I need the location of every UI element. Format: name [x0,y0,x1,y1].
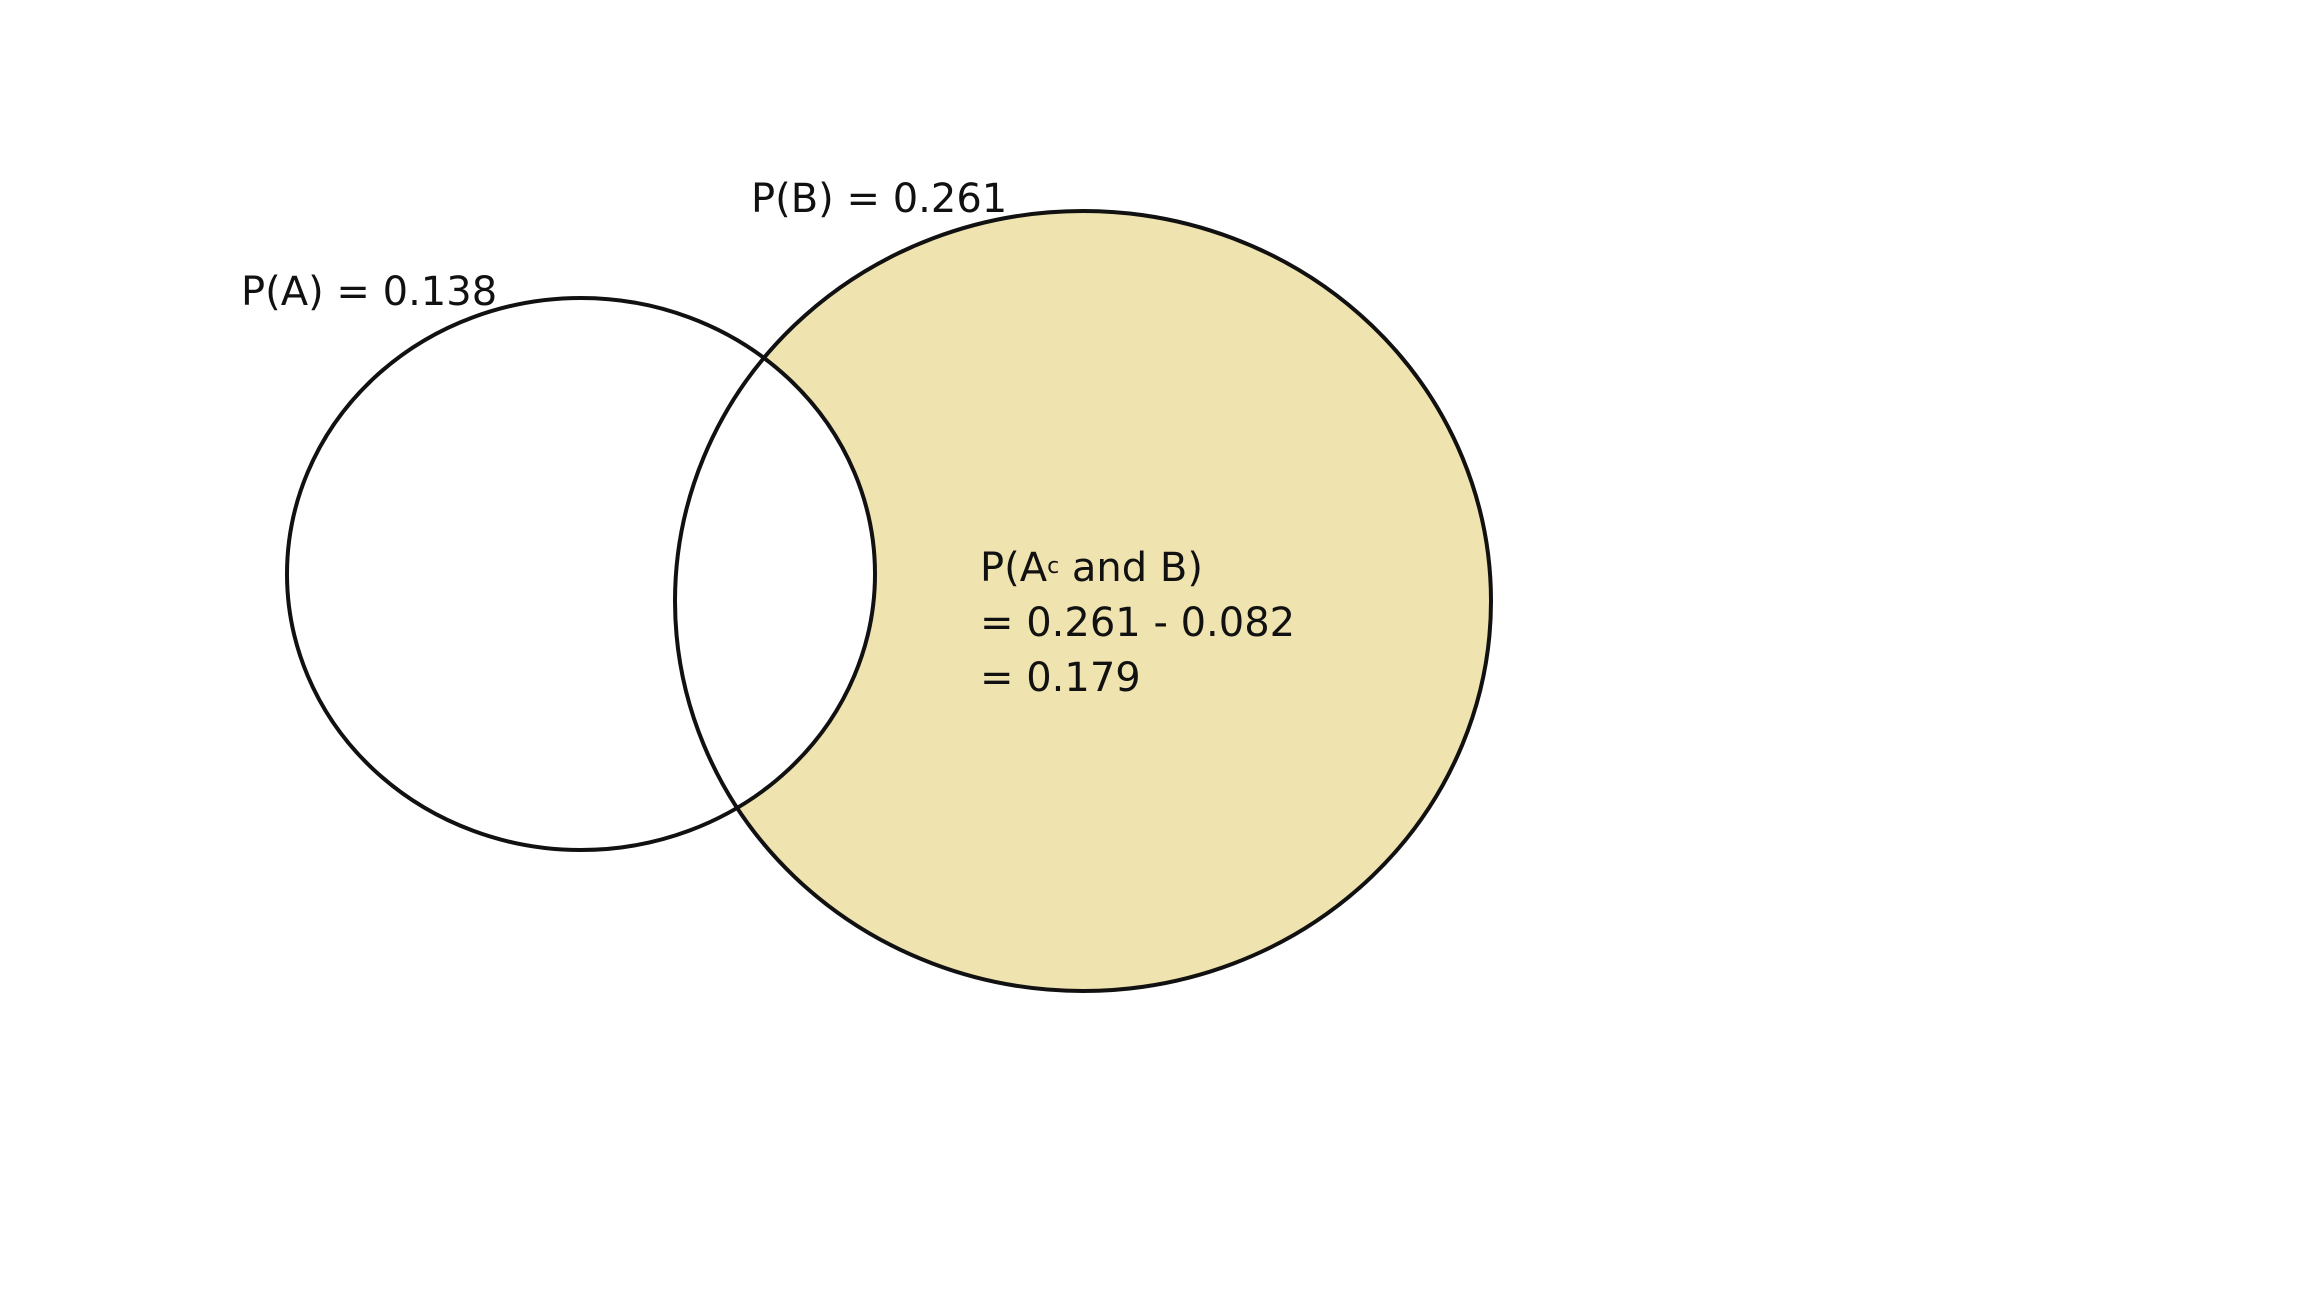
region-calculation: P(Ac and B) = 0.261 - 0.082 = 0.179 [980,541,1295,706]
complement-superscript: c [1047,554,1060,579]
intersection-region [675,298,875,850]
region-result-line: = 0.179 [980,655,1141,701]
circle-b-fill [675,211,1491,991]
circle-b-outline [673,209,1493,993]
circle-a-outline [285,296,877,852]
region-title-prefix: P(A [980,545,1048,591]
region-title-suffix: and B) [1059,545,1203,591]
set-b-probability-label: P(B) = 0.261 [751,176,1008,222]
region-title: P(Ac and B) [980,541,1295,596]
set-a-probability-label: P(A) = 0.138 [241,269,498,315]
region-subtraction-line: = 0.261 - 0.082 [980,600,1296,646]
